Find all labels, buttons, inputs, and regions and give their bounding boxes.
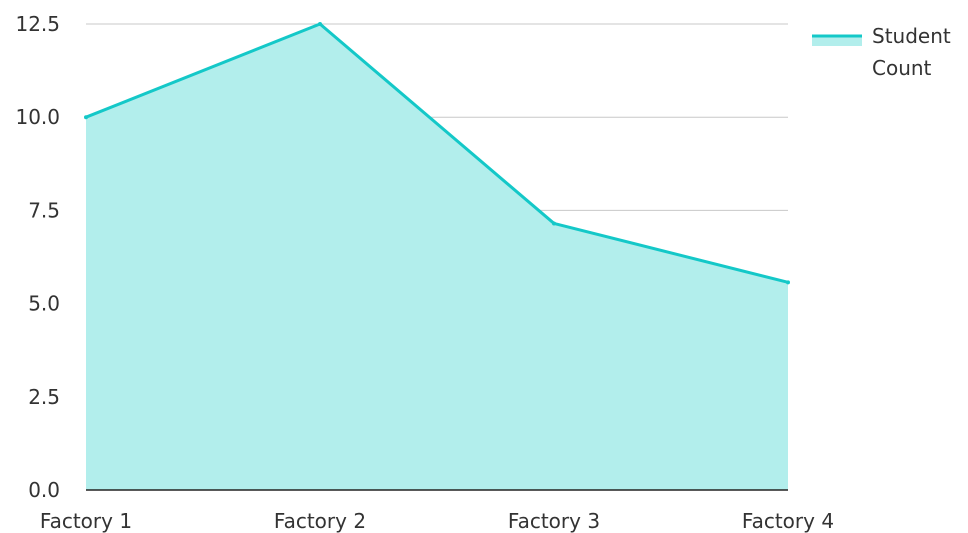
- data-point-2: [318, 22, 322, 26]
- legend-swatch-fill: [812, 37, 862, 46]
- y-tick-label: 2.5: [28, 385, 60, 409]
- series-area-student-count: [86, 24, 788, 490]
- x-tick-label: Factory 2: [274, 509, 366, 533]
- legend-label-line-1: Student: [872, 24, 951, 48]
- series-points: [84, 22, 790, 285]
- data-point-4: [786, 280, 790, 285]
- y-tick-label: 7.5: [28, 198, 60, 222]
- data-point-1: [84, 115, 88, 120]
- legend-label: Student Count: [872, 24, 957, 80]
- series-line-student-count: [85, 22, 789, 284]
- y-tick-label: 5.0: [28, 292, 60, 316]
- y-tick-label: 12.5: [15, 12, 60, 36]
- legend: Student Count: [812, 24, 957, 80]
- legend-label-line-2: Count: [872, 56, 932, 80]
- x-axis-ticks: Factory 1 Factory 2 Factory 3 Factory 4: [40, 509, 834, 533]
- y-tick-label: 10.0: [15, 105, 60, 129]
- y-axis-ticks: 0.0 2.5 5.0 7.5 10.0 12.5: [15, 12, 60, 502]
- x-tick-label: Factory 1: [40, 509, 132, 533]
- x-tick-label: Factory 4: [742, 509, 834, 533]
- data-point-3: [552, 221, 556, 226]
- y-tick-label: 0.0: [28, 478, 60, 502]
- x-tick-label: Factory 3: [508, 509, 600, 533]
